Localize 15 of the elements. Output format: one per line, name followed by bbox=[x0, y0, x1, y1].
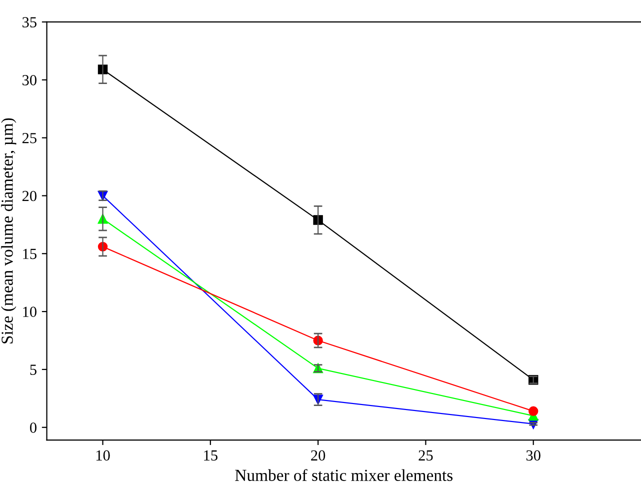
y-tick-label: 25 bbox=[22, 132, 36, 144]
x-tick-label: 10 bbox=[96, 450, 110, 461]
y-tick-label: 30 bbox=[22, 75, 36, 86]
y-tick-label: 15 bbox=[23, 248, 36, 260]
x-axis-title: Number of static mixer elements bbox=[235, 469, 453, 481]
y-tick-label: 35 bbox=[22, 17, 36, 28]
x-tick-label: 20 bbox=[311, 450, 326, 461]
y-tick-label: 5 bbox=[30, 364, 36, 375]
y-tick-label: 20 bbox=[22, 190, 36, 202]
y-tick-label: 10 bbox=[23, 306, 36, 317]
x-tick-label: 30 bbox=[526, 450, 540, 461]
y-tick-label: 0 bbox=[30, 422, 36, 433]
y-axis-title: Size (mean volume diameter, µm) bbox=[1, 118, 16, 344]
x-tick-label: 15 bbox=[204, 450, 218, 461]
x-tick-label: 25 bbox=[418, 450, 433, 461]
